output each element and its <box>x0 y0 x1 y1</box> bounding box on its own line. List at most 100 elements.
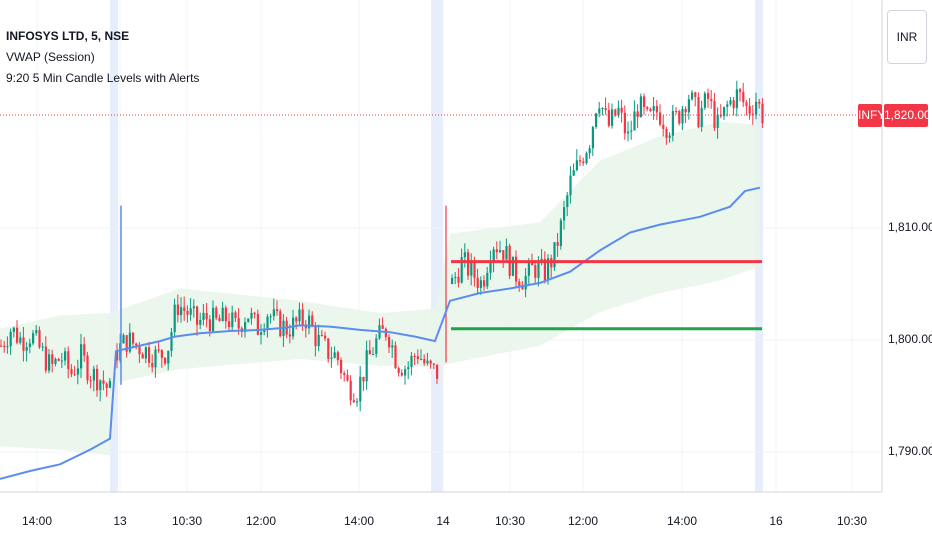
candle-body <box>170 332 173 351</box>
candle-body <box>0 345 3 347</box>
indicator-candle-levels[interactable]: 9:20 5 Min Candle Levels with Alerts <box>6 71 200 85</box>
candle-body <box>585 153 588 164</box>
candle-body <box>125 335 128 352</box>
candle-body <box>595 113 598 128</box>
candle-body <box>569 175 572 196</box>
candle-body <box>630 130 633 132</box>
candle-body <box>89 380 92 382</box>
y-tick-label: 1,800.00 <box>888 332 932 346</box>
candle-body <box>579 160 582 162</box>
x-tick-label: 14:00 <box>21 514 53 528</box>
candle-body <box>324 335 327 339</box>
candle-body <box>247 318 250 323</box>
candle-body <box>86 355 89 381</box>
candle-body <box>173 304 176 333</box>
candle-body <box>655 106 658 113</box>
indicator-vwap[interactable]: VWAP (Session) <box>6 50 95 64</box>
candle-body <box>22 337 25 351</box>
candle-body <box>416 356 419 360</box>
candle-body <box>64 351 67 361</box>
candle-body <box>224 307 227 322</box>
candle-body <box>19 337 22 343</box>
candle-body <box>365 350 368 382</box>
candle-body <box>748 105 751 114</box>
candle-body <box>627 131 630 134</box>
candle-body <box>665 128 668 138</box>
candle-body <box>266 316 269 330</box>
candle-body <box>410 355 413 368</box>
candle-body <box>343 373 346 376</box>
candle-body <box>12 327 15 332</box>
candle-body <box>707 93 710 99</box>
candle-body <box>614 109 617 116</box>
candle-body <box>212 307 215 332</box>
candle-body <box>742 91 745 103</box>
candle-body <box>48 354 51 371</box>
candle-body <box>221 307 224 322</box>
currency-button[interactable]: INR <box>887 10 927 64</box>
legend: INFOSYS LTD, 5, NSE VWAP (Session) 9:20 … <box>6 26 199 89</box>
candle-body <box>16 327 19 343</box>
candle-body <box>260 332 263 335</box>
candle-body <box>710 98 713 102</box>
candle-body <box>375 338 378 355</box>
candle-body <box>697 97 700 127</box>
candle-body <box>327 338 330 359</box>
candle-body <box>404 369 407 376</box>
candle-body <box>473 260 476 278</box>
candle-body <box>467 252 470 276</box>
candle-body <box>556 242 559 246</box>
x-tick-label: 12:00 <box>245 514 277 528</box>
candle-body <box>352 400 355 402</box>
x-tick-label: 14:00 <box>343 514 375 528</box>
candle-body <box>336 352 339 361</box>
candle-body <box>67 351 70 370</box>
candle-body <box>758 101 761 104</box>
symbol-price-tag: INFY <box>858 104 885 127</box>
candle-body <box>489 261 492 273</box>
candle-body <box>263 329 266 333</box>
candle-body <box>183 307 186 311</box>
candle-body <box>751 113 754 115</box>
candle-body <box>633 111 636 131</box>
candle-body <box>60 360 63 362</box>
candle-body <box>92 368 95 381</box>
candle-body <box>582 161 585 164</box>
candle-body <box>429 360 432 364</box>
candle-body <box>308 315 311 329</box>
candle-body <box>320 334 323 336</box>
candle-body <box>537 262 540 278</box>
candle-body <box>687 99 690 113</box>
x-tick-label: 14:00 <box>666 514 698 528</box>
candle-body <box>6 346 9 348</box>
x-tick-label: 12:00 <box>567 514 599 528</box>
vwap-band <box>0 121 760 456</box>
candle-body <box>167 350 170 364</box>
candle-body <box>492 249 495 262</box>
x-tick-label: 16 <box>769 514 783 528</box>
candle-body <box>102 380 105 384</box>
candle-body <box>723 106 726 117</box>
candle-body <box>51 354 54 364</box>
candle-body <box>598 108 601 114</box>
session-highlight <box>110 0 118 492</box>
candle-body <box>572 170 575 176</box>
candle-body <box>333 352 336 358</box>
candle-body <box>604 108 607 110</box>
candle-body <box>237 318 240 329</box>
candle-body <box>250 312 253 319</box>
candle-body <box>646 107 649 109</box>
candle-body <box>755 101 758 115</box>
candle-body <box>534 265 537 278</box>
candle-body <box>553 242 556 268</box>
candle-body <box>675 111 678 113</box>
candle-body <box>601 108 604 110</box>
candle-body <box>83 344 86 356</box>
symbol-title[interactable]: INFOSYS LTD, 5, NSE <box>6 29 130 43</box>
session-highlight <box>431 0 443 492</box>
candle-body <box>691 92 694 100</box>
candle-body <box>105 383 108 388</box>
candle-body <box>649 108 652 111</box>
